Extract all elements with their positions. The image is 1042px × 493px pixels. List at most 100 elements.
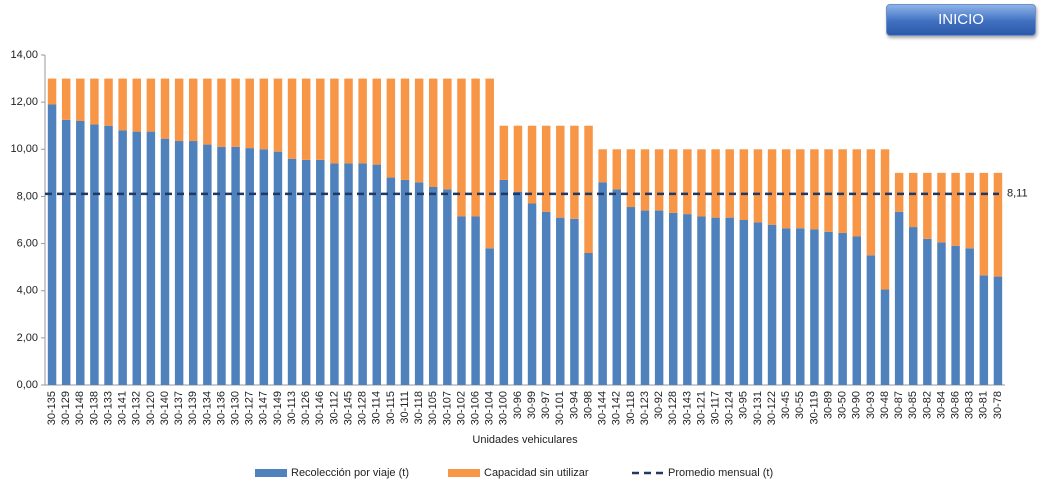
bar-segment	[47, 78, 57, 105]
bar-segment	[824, 231, 833, 385]
legend-swatch	[448, 469, 480, 477]
bar-segment	[880, 289, 890, 385]
bar-segment	[146, 131, 156, 385]
bar-segment	[711, 149, 720, 218]
bar-segment	[640, 149, 650, 211]
bar-segment	[386, 78, 396, 178]
bar-segment	[880, 149, 890, 290]
bar-segment	[852, 236, 861, 385]
bar-segment	[414, 78, 424, 183]
bar-segment	[909, 172, 918, 228]
x-tick-label: 30-145	[342, 391, 354, 425]
bar-segment	[457, 216, 466, 385]
bar-segment	[781, 149, 791, 229]
inicio-button[interactable]: INICIO	[886, 4, 1036, 36]
bar-segment	[796, 149, 805, 229]
bar-segment	[118, 78, 127, 131]
bar-segment	[273, 151, 283, 385]
bar-segment	[753, 149, 763, 223]
x-tick-label: 30-87	[893, 391, 905, 419]
bar-segment	[344, 78, 353, 164]
bar-segment	[485, 248, 494, 385]
bar-segment	[541, 125, 551, 212]
bar-segment	[513, 125, 523, 192]
legend-label: Recolección por viaje (t)	[291, 467, 409, 479]
bar-segment	[90, 78, 99, 125]
bar-segment	[499, 179, 509, 385]
x-tick-label: 30-45	[780, 391, 792, 419]
bar-segment	[796, 228, 805, 385]
bar-segment	[598, 149, 607, 183]
x-tick-label: 30-100	[498, 391, 510, 425]
legend-label: Capacidad sin utilizar	[484, 467, 589, 479]
bar-segment	[443, 78, 452, 190]
bar-segment	[61, 119, 71, 386]
x-tick-label: 30-106	[469, 391, 481, 425]
x-tick-label: 30-102	[455, 391, 467, 425]
bar-segment	[499, 125, 509, 180]
bar-segment	[457, 78, 466, 217]
x-tick-label: 30-130	[229, 391, 241, 425]
x-tick-label: 30-138	[88, 391, 100, 425]
bar-segment	[909, 227, 918, 385]
x-tick-label: 30-107	[441, 391, 453, 425]
bar-segment	[47, 104, 57, 385]
x-tick-label: 30-121	[695, 391, 707, 425]
legend-swatch	[255, 469, 287, 477]
bar-segment	[358, 163, 367, 385]
bar-segment	[556, 125, 565, 218]
bar-segment	[654, 149, 664, 211]
x-tick-label: 30-128	[667, 391, 679, 425]
bar-segment	[414, 182, 424, 385]
x-tick-label: 30-118	[413, 391, 425, 424]
x-tick-label: 30-48	[879, 391, 891, 419]
bar-segment	[372, 78, 381, 165]
bar-segment	[951, 172, 960, 246]
x-tick-label: 30-96	[512, 391, 524, 419]
x-tick-label: 30-134	[201, 391, 213, 425]
bar-segment	[344, 163, 353, 385]
bar-segment	[683, 149, 692, 215]
bar-segment	[217, 146, 226, 385]
x-tick-label: 30-112	[328, 391, 340, 424]
x-tick-label: 30-137	[173, 391, 185, 425]
bar-segment	[965, 248, 974, 385]
bar-segment	[330, 78, 339, 164]
bar-segment	[146, 78, 156, 132]
bar-segment	[118, 130, 127, 385]
bar-segment	[570, 125, 579, 219]
bar-segment	[287, 78, 297, 159]
y-tick-label: 2,00	[17, 332, 38, 344]
bar-segment	[556, 217, 565, 385]
bar-segment	[852, 149, 861, 237]
legend-label: Promedio mensual (t)	[668, 467, 773, 479]
bar-segment	[301, 78, 311, 160]
x-tick-label: 30-111	[399, 391, 411, 424]
y-tick-label: 4,00	[17, 285, 38, 297]
y-tick-label: 10,00	[10, 143, 38, 155]
bar-segment	[866, 255, 876, 385]
x-tick-label: 30-146	[314, 391, 326, 425]
bar-segment	[76, 121, 85, 385]
bar-segment	[626, 149, 636, 208]
bar-segment	[923, 238, 932, 385]
bar-segment	[287, 158, 297, 385]
x-tick-label: 30-149	[272, 391, 284, 425]
bar-segment	[838, 149, 847, 233]
x-tick-label: 30-113	[286, 391, 298, 424]
bar-segment	[76, 78, 85, 121]
bar-segment	[711, 217, 720, 385]
x-tick-label: 30-98	[582, 391, 594, 419]
x-tick-label: 30-104	[484, 391, 496, 425]
bar-segment	[753, 222, 763, 385]
x-tick-label: 30-140	[159, 391, 171, 425]
x-tick-label: 30-135	[46, 391, 58, 425]
bar-segment	[979, 172, 989, 276]
x-tick-label: 30-115	[385, 391, 397, 424]
bar-segment	[160, 78, 170, 139]
y-tick-label: 6,00	[17, 237, 38, 249]
x-tick-label: 30-99	[526, 391, 538, 419]
bar-segment	[174, 141, 184, 385]
x-tick-label: 30-133	[102, 391, 114, 425]
